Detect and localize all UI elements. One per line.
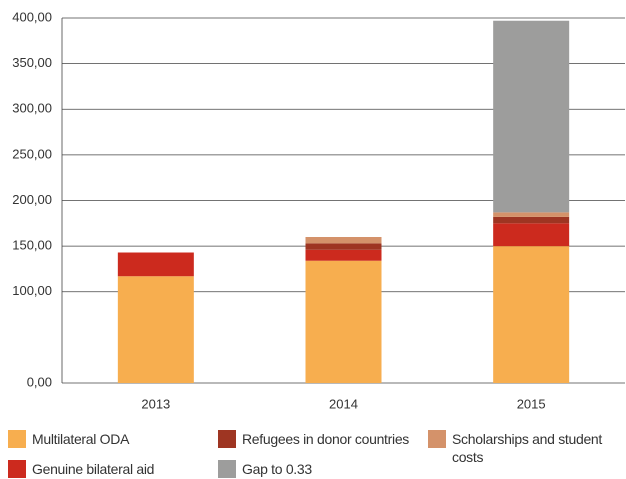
legend-swatch (8, 430, 26, 448)
y-tick-label: 0,00 (27, 374, 52, 389)
bar-segment (305, 243, 382, 250)
legend-item: Genuine bilateral aid (8, 460, 198, 478)
bar-segment (305, 249, 382, 261)
y-tick-label: 350,00 (12, 55, 52, 70)
bar-segment (305, 260, 382, 383)
legend-swatch (218, 460, 236, 478)
legend-label: Scholarships and student costs (452, 431, 603, 465)
bar-segment (117, 252, 194, 277)
bar-segment (493, 246, 570, 383)
y-tick-label: 300,00 (12, 101, 52, 116)
y-tick-label: 100,00 (12, 283, 52, 298)
legend-label: Genuine bilateral aid (32, 461, 155, 477)
x-tick-label: 2015 (517, 396, 546, 411)
bar-segment (493, 212, 570, 217)
legend-item: Scholarships and student costs (428, 430, 623, 466)
legend-item: Gap to 0.33 (218, 460, 408, 478)
chart: 0,00 100,00 150,00 200,00 250,00 300,00 350,00… (12, 9, 625, 411)
legend-item: Refugees in donor countries (218, 430, 428, 448)
bar-segment (493, 216, 570, 224)
y-tick-label: 250,00 (12, 146, 52, 161)
bar-segment (493, 20, 570, 213)
y-tick-label: 400,00 (12, 9, 52, 24)
bar-segment (305, 237, 382, 244)
legend-swatch (8, 460, 26, 478)
y-tick-label: 200,00 (12, 192, 52, 207)
legend-label: Gap to 0.33 (242, 461, 312, 477)
legend-swatch (428, 430, 446, 448)
bar-segment (493, 223, 570, 247)
x-tick-label: 2014 (329, 396, 358, 411)
x-tick-label: 2013 (141, 396, 170, 411)
legend-item: Multilateral ODA (8, 430, 198, 448)
legend-label: Refugees in donor countries (242, 431, 410, 447)
legend-label: Multilateral ODA (32, 431, 130, 447)
legend-swatch (218, 430, 236, 448)
y-tick-label: 150,00 (12, 238, 52, 253)
bar-segment (117, 276, 194, 383)
